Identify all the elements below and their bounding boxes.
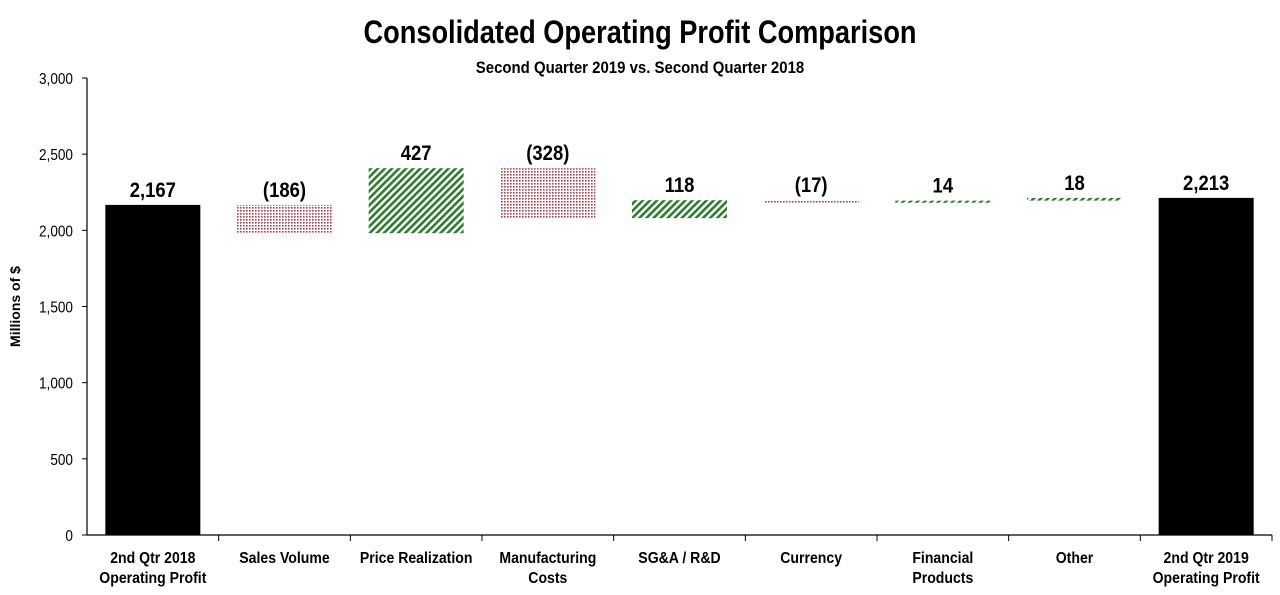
- x-tick-label: Price Realization: [360, 549, 473, 567]
- y-tick-label: 1,000: [39, 376, 73, 393]
- data-label: 14: [933, 175, 954, 198]
- x-tick-label: Currency: [780, 549, 842, 567]
- bar: [500, 168, 596, 219]
- y-tick-label: 500: [50, 452, 73, 469]
- bar: [105, 204, 201, 535]
- x-tick-label: 2nd Qtr 2019: [1164, 549, 1249, 567]
- chart-subtitle: Second Quarter 2019 vs. Second Quarter 2…: [475, 58, 805, 77]
- data-label: 2,213: [1183, 172, 1229, 195]
- data-label: 18: [1064, 172, 1085, 195]
- x-tick-label: Manufacturing: [499, 549, 596, 567]
- x-tick-label: Operating Profit: [1153, 569, 1260, 587]
- y-tick-label: 2,000: [39, 223, 73, 240]
- x-tick-label: Other: [1056, 549, 1094, 567]
- x-tick-label: Operating Profit: [99, 569, 206, 587]
- y-tick-label: 1,500: [39, 300, 73, 317]
- bar: [1158, 197, 1254, 535]
- y-tick-label: 3,000: [39, 71, 73, 88]
- bar: [895, 200, 991, 203]
- y-axis-label: Millions of $: [7, 266, 23, 347]
- data-label: (17): [795, 174, 828, 197]
- x-tick-label: Financial: [912, 549, 973, 567]
- data-label: 118: [665, 174, 695, 197]
- chart-title: Consolidated Operating Profit Comparison: [363, 14, 917, 50]
- x-tick-label: 2nd Qtr 2018: [110, 549, 195, 567]
- x-tick-label: Sales Volume: [239, 549, 329, 567]
- bar: [237, 204, 332, 234]
- bar: [763, 200, 859, 203]
- bar: [368, 168, 464, 234]
- data-label: (328): [526, 142, 569, 165]
- x-tick-label: Products: [912, 569, 973, 587]
- data-label: (186): [263, 179, 306, 202]
- data-label: 427: [401, 142, 432, 165]
- bar: [1027, 197, 1122, 201]
- x-tick-label: SG&A / R&D: [638, 549, 720, 567]
- bar: [632, 200, 727, 219]
- x-tick-label: Costs: [528, 569, 567, 587]
- y-tick-label: 0: [65, 528, 73, 545]
- data-label: 2,167: [130, 179, 176, 202]
- y-tick-label: 2,500: [39, 147, 73, 164]
